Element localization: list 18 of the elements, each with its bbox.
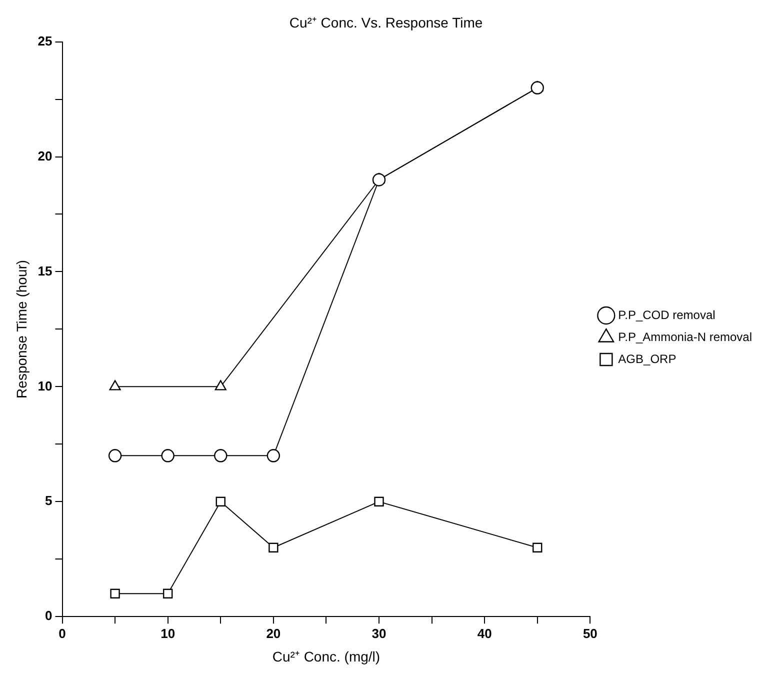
chart-title: Cu²⁺ Conc. Vs. Response Time xyxy=(289,14,483,30)
x-axis-title: Cu²⁺ Conc. (mg/l) xyxy=(272,648,380,664)
y-axis-title: Response Time (hour) xyxy=(13,260,30,398)
legend-label: P.P_COD removal xyxy=(618,308,716,322)
y-tick-label: 15 xyxy=(38,263,52,278)
y-tick-label: 5 xyxy=(45,493,52,508)
y-tick-label: 25 xyxy=(38,33,52,48)
x-tick-label: 30 xyxy=(372,626,386,641)
legend-label: P.P_Ammonia-N removal xyxy=(618,330,752,344)
x-tick-label: 0 xyxy=(58,626,66,641)
y-tick-label: 10 xyxy=(38,378,52,394)
x-tick-label: 40 xyxy=(477,626,492,641)
x-tick-label: 10 xyxy=(160,626,176,641)
y-tick-label: 20 xyxy=(38,148,52,164)
y-tick-label: 0 xyxy=(45,608,52,624)
legend-label: AGB_ORP xyxy=(618,352,676,366)
x-tick-label: 50 xyxy=(582,626,598,641)
x-tick-label: 20 xyxy=(266,626,281,641)
